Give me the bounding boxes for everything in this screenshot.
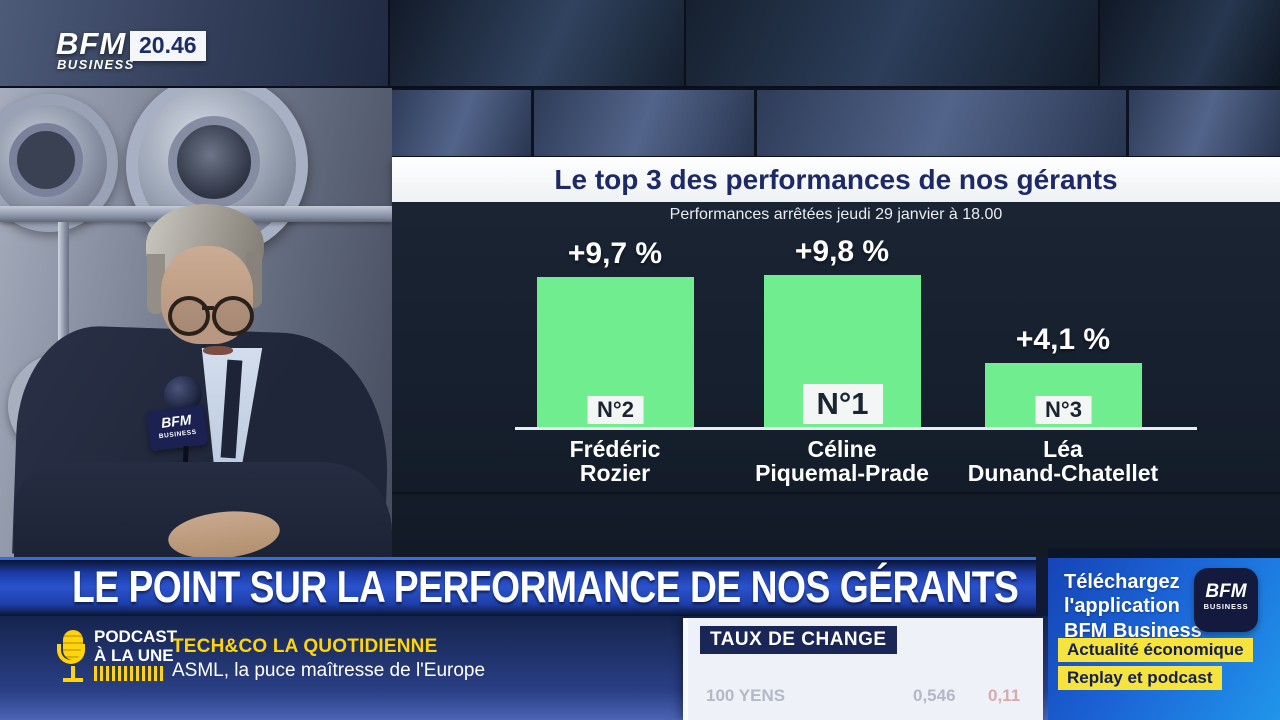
bar-value-label: +4,1 % — [1015, 323, 1111, 356]
channel-logo-sub: BUSINESS — [57, 57, 135, 72]
exchange-panel: TAUX DE CHANGE 100 YENS 0,546 0,11 — [683, 618, 1043, 720]
bar: N°2 — [537, 277, 694, 427]
promo-text: Téléchargez l'application BFM Business — [1064, 571, 1202, 642]
chart-subtitle: Performances arrêtées jeudi 29 janvier à… — [669, 206, 1003, 223]
lower-third-banner: LE POINT SUR LA PERFORMANCE DE NOS GÉRAN… — [0, 557, 1048, 616]
bar-value-label: +9,7 % — [567, 237, 663, 270]
currency-value: 0,546 — [913, 686, 956, 705]
bar-category-label: Frédéric Rozier — [569, 436, 661, 487]
microphone-flag: BFM BUSINESS — [145, 404, 209, 452]
rank-badge: N°3 — [1035, 396, 1092, 424]
bfm-app-icon: BFM BUSINESS — [1194, 568, 1258, 632]
wall-panel — [1100, 0, 1280, 86]
app-promo-panel: Téléchargez l'application BFM Business B… — [1048, 548, 1280, 720]
chart-title-band: Le top 3 des performances de nos gérants — [392, 157, 1280, 202]
bar: N°3 — [985, 363, 1142, 427]
promo-badge: Replay et podcast — [1058, 666, 1222, 690]
presenter-video: BFM BUSINESS — [0, 88, 392, 557]
chart-area: Performances arrêtées jeudi 29 janvier à… — [392, 202, 1280, 557]
rank-badge: N°1 — [802, 384, 883, 424]
channel-logo: BFM — [56, 26, 127, 61]
wall-panel — [686, 0, 1098, 86]
exchange-panel-title: TAUX DE CHANGE — [700, 626, 897, 654]
podcast-show-title: TECH&CO LA QUOTIDIENNE — [172, 636, 438, 657]
chart-baseline — [515, 427, 1197, 430]
clock: 20.46 — [130, 31, 206, 61]
glasses-icon — [168, 296, 254, 336]
bar-value-label: +9,8 % — [794, 235, 890, 268]
currency-label: 100 YENS — [706, 686, 786, 705]
wall-row — [392, 88, 1280, 158]
rank-badge: N°2 — [587, 396, 644, 424]
banner-end-cap — [1036, 557, 1048, 616]
waveform-icon — [94, 666, 164, 681]
wall-seam — [392, 492, 1280, 494]
currency-change: 0,11 — [988, 686, 1021, 705]
vault-pipe — [58, 222, 69, 372]
studio-wall — [0, 0, 1280, 88]
chart-title: Le top 3 des performances de nos gérants — [554, 164, 1118, 195]
presenter-hair — [147, 254, 165, 314]
wall-panel — [390, 0, 684, 86]
promo-badge: Actualité économique — [1058, 638, 1253, 662]
bar-category-label: Léa Dunand-Chatellet — [967, 436, 1159, 487]
promo-top-edge — [1048, 548, 1280, 558]
presenter-mouth — [203, 346, 233, 355]
headline: LE POINT SUR LA PERFORMANCE DE NOS GÉRAN… — [72, 563, 1019, 613]
bar: N°1 — [764, 275, 921, 427]
podcast-mic-icon — [56, 630, 90, 688]
chart-graphic: Le top 3 des performances de nos gérants… — [392, 88, 1280, 557]
podcast-episode-title: ASML, la puce maîtresse de l'Europe — [172, 660, 486, 681]
podcast-kicker: PODCAST À LA UNE — [94, 627, 178, 665]
bar-category-label: Céline Piquemal-Prade — [755, 436, 929, 487]
